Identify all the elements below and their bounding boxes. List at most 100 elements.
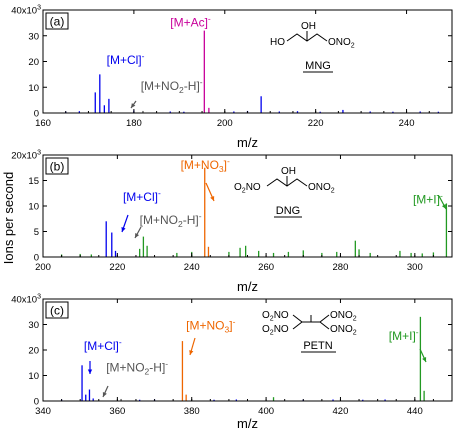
atom-label: ONO2 [330,310,357,323]
panel-dng: 200 220 240 260 280 30005101520x103m/z(b)[M+C… [11,150,453,294]
x-tick-label: 200 [35,262,51,273]
y-tick-label: 30 [28,320,39,331]
y-tick-label: 10 [28,371,39,382]
x-tick-label: 180 [126,118,142,129]
structure-text: ONO [330,310,353,321]
y-multiplier: x10 [22,295,37,306]
structure-bond [292,321,303,330]
annotation-main: [M+I] [389,329,416,343]
x-tick-label: 280 [333,262,349,273]
x-tick-label: 340 [35,406,51,417]
plot-frame [42,9,453,114]
y-top-value: 40 [11,295,22,306]
annotation-tail: -H] [149,361,165,375]
y-tick-label: 0 [34,397,39,408]
x-axis-label: m/z [237,416,258,431]
x-tick-label: 420 [333,406,349,417]
annotation-superscript: - [158,188,161,198]
arrow-head [131,103,136,108]
y-tick-label: 15 [28,176,39,187]
peak-annotation: [M+Cl]- [123,188,161,204]
structure-text: NO [274,324,289,335]
y-tick-label-top: 20x103 [11,150,41,162]
structure-mng: HO OH ONO2 MNG [270,21,355,73]
structure-text: 2 [270,330,274,337]
annotation-superscript: - [142,51,145,61]
annotation-tail: ] [229,319,232,333]
panel-label: (a) [50,15,65,29]
annotation-main: [M+NO [140,213,178,227]
x-tick-label: 300 [407,262,423,273]
y-top-value: 40 [11,6,22,17]
annotation-superscript: - [199,211,202,221]
peak-annotation: [M+Cl]- [107,51,145,67]
annotation-arrow [419,348,427,363]
panel-label: (b) [50,160,65,174]
annotation-superscript: - [165,359,168,369]
annotation-subscript: 2 [178,219,183,229]
structure-text: ONO [308,182,331,193]
annotation-main: [M+NO [181,158,219,172]
y-tick-label: 30 [28,31,39,42]
structure-text: 2 [270,316,274,323]
annotation-main: [M+Cl] [123,190,158,204]
structure-text: O [262,310,270,321]
x-tick-label: 360 [109,406,125,417]
peak-annotation: [M+NO3]- [181,156,230,174]
atom-label: OH [301,21,316,32]
panel-label-box [45,301,69,319]
annotation-superscript: - [227,156,230,166]
structure-text: O [262,324,270,335]
compound-name: PETN [303,340,332,352]
annotation-main: [M+I] [413,192,440,206]
annotation-arrow [102,385,109,398]
annotation-subscript: 3 [219,164,224,174]
x-tick-label: 380 [184,406,200,417]
peak-annotation: [M+Ac]- [170,14,211,30]
arrow-head [210,196,215,201]
arrow-head [121,227,126,232]
compound-name: DNG [276,205,300,217]
annotation-superscript: - [416,327,419,337]
annotation-arrow [134,226,142,239]
annotation-arrow [121,214,129,233]
panel-label-box [45,157,69,175]
annotation-tail: -H] [183,213,199,227]
peak-annotation: [M+NO3]- [186,317,235,335]
annotation-arrow [205,182,215,202]
x-axis-label: m/z [237,135,258,150]
atom-label: O2NO [262,324,289,337]
y-exponent: 3 [37,5,41,12]
annotation-main: [M+Cl] [84,339,119,353]
x-tick-label: 160 [35,118,51,129]
arrow-head [135,233,140,238]
y-multiplier: x10 [22,151,37,162]
annotation-subscript: 2 [145,367,150,377]
panel-mng: 160 180 200 220 240010203040x103m/z(a)[M+Cl]… [11,5,453,150]
annotation-superscript: - [208,14,211,24]
y-tick-label: 10 [28,83,39,94]
x-tick-label: 200 [217,118,233,129]
structure-text: ONO [328,37,351,48]
arrow-head [87,369,93,374]
peak-annotation: [M+Cl]- [84,337,122,353]
arrow-head [102,392,107,397]
atom-label: O2NO [234,182,261,195]
structure-text: 2 [331,188,335,195]
arrow-head [441,204,446,209]
y-tick-label: 10 [28,202,39,213]
y-tick-label: 0 [34,109,39,120]
x-axis-label: m/z [237,279,258,294]
x-tick-label: 440 [407,406,423,417]
structure-text: HO [270,37,285,48]
y-tick-label: 0 [34,253,39,264]
annotation-subscript: 3 [224,325,229,335]
x-tick-label: 400 [258,406,274,417]
annotation-superscript: - [440,190,443,200]
structure-text: ONO [330,324,353,335]
annotation-main: [M+NO [186,319,224,333]
atom-label: ONO2 [330,324,357,337]
atom-label: ONO2 [308,182,335,195]
panel-petn: 340 360 380 400 420 440010203040x103m/z(c)[M+… [11,294,453,431]
